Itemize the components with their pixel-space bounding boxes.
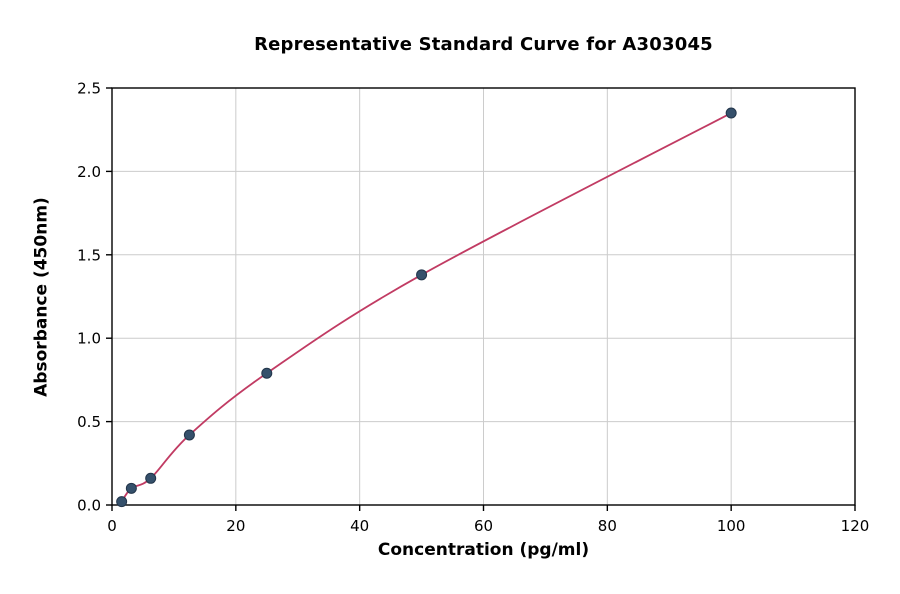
y-tick-label: 0.0 [77, 497, 101, 515]
axis-ticks [106, 87, 856, 511]
data-point-marker [416, 269, 428, 281]
y-tick-label: 0.5 [77, 413, 101, 431]
x-tick-label: 80 [598, 517, 617, 535]
x-tick-label: 40 [350, 517, 369, 535]
data-point-marker [125, 482, 137, 494]
x-axis-label: Concentration (pg/ml) [377, 540, 590, 560]
grid-lines [111, 87, 856, 506]
y-tick-label: 2.0 [77, 163, 101, 181]
tick-labels: 0 20 40 60 80 100 120 0.0 0.5 1.0 1.5 2.0 2.5 [77, 80, 869, 536]
y-tick-label: 1.5 [77, 246, 101, 264]
x-tick-label: 0 [107, 517, 117, 535]
y-tick-label: 2.5 [77, 80, 101, 98]
y-tick-label: 1.0 [77, 330, 101, 348]
x-tick-label: 100 [717, 517, 746, 535]
data-point-marker [145, 472, 157, 484]
data-points [116, 107, 737, 508]
data-point-marker [725, 107, 737, 119]
x-tick-label: 120 [841, 517, 870, 535]
x-tick-label: 60 [474, 517, 493, 535]
data-point-marker [183, 429, 195, 441]
data-point-marker [261, 367, 273, 379]
chart-title: Representative Standard Curve for A30304… [254, 34, 713, 55]
x-tick-label: 20 [226, 517, 245, 535]
data-point-marker [116, 496, 128, 508]
